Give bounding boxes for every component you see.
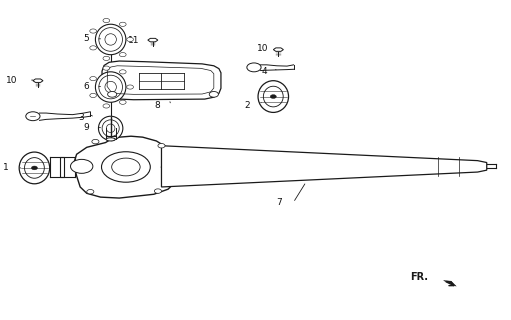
- Ellipse shape: [102, 120, 119, 137]
- Circle shape: [247, 63, 261, 72]
- Polygon shape: [74, 136, 178, 198]
- Circle shape: [112, 158, 140, 176]
- Circle shape: [120, 52, 126, 57]
- Circle shape: [103, 19, 110, 23]
- Circle shape: [103, 104, 110, 108]
- Circle shape: [120, 22, 126, 26]
- Ellipse shape: [25, 158, 44, 178]
- Circle shape: [120, 100, 126, 104]
- Text: 5: 5: [84, 34, 89, 43]
- Circle shape: [158, 143, 165, 148]
- Ellipse shape: [19, 152, 50, 184]
- Ellipse shape: [105, 34, 117, 45]
- Polygon shape: [444, 281, 456, 286]
- Circle shape: [90, 29, 97, 33]
- Ellipse shape: [96, 72, 126, 102]
- Text: 11: 11: [128, 36, 140, 45]
- Circle shape: [127, 37, 133, 42]
- Polygon shape: [33, 79, 43, 83]
- Text: FR.: FR.: [410, 272, 428, 282]
- Text: 9: 9: [84, 123, 89, 132]
- Circle shape: [90, 93, 97, 98]
- Text: 10: 10: [6, 76, 18, 84]
- Circle shape: [71, 159, 93, 173]
- Circle shape: [103, 66, 110, 70]
- Ellipse shape: [105, 81, 117, 93]
- Ellipse shape: [263, 86, 283, 107]
- Text: 4: 4: [262, 67, 267, 76]
- Ellipse shape: [258, 81, 289, 112]
- Text: 10: 10: [257, 44, 268, 53]
- Polygon shape: [102, 61, 221, 100]
- Circle shape: [270, 95, 276, 99]
- Circle shape: [108, 92, 117, 97]
- Circle shape: [90, 76, 97, 81]
- Text: 1: 1: [3, 164, 9, 172]
- Ellipse shape: [106, 124, 115, 132]
- Ellipse shape: [99, 116, 123, 140]
- Circle shape: [120, 70, 126, 74]
- Circle shape: [31, 166, 37, 170]
- Circle shape: [26, 112, 40, 121]
- Polygon shape: [273, 48, 284, 51]
- Bar: [60, 157, 64, 178]
- Text: 7: 7: [276, 198, 282, 207]
- Text: 8: 8: [154, 101, 160, 110]
- Ellipse shape: [106, 138, 115, 141]
- Circle shape: [209, 92, 218, 97]
- Ellipse shape: [96, 24, 126, 55]
- Text: 6: 6: [84, 82, 89, 91]
- Ellipse shape: [99, 75, 123, 99]
- Circle shape: [87, 189, 94, 194]
- Circle shape: [90, 46, 97, 50]
- Ellipse shape: [99, 28, 123, 51]
- Polygon shape: [148, 38, 158, 42]
- Text: 2: 2: [245, 101, 250, 110]
- Circle shape: [154, 189, 161, 193]
- Circle shape: [92, 140, 99, 144]
- Polygon shape: [161, 146, 487, 187]
- Circle shape: [103, 56, 110, 60]
- Text: 3: 3: [78, 113, 84, 122]
- Circle shape: [102, 152, 150, 182]
- Circle shape: [127, 85, 133, 89]
